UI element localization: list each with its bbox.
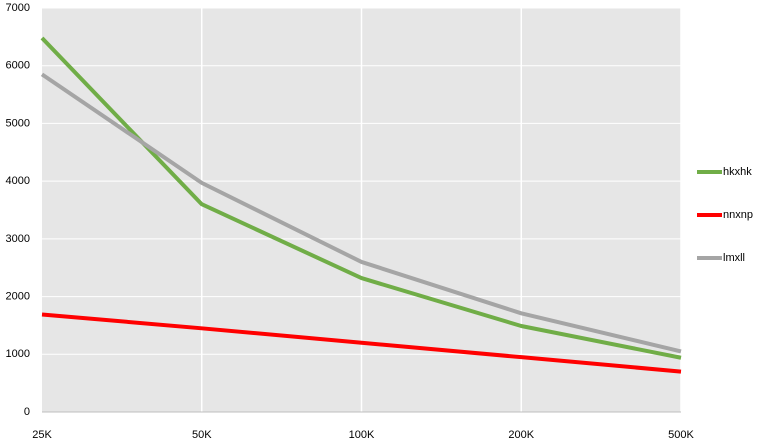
y-tick-label: 5000 (6, 117, 30, 129)
x-tick-label: 25K (32, 429, 52, 441)
series-line (41, 312, 682, 374)
y-tick-label: 7000 (6, 2, 30, 14)
x-tick-label: 100K (349, 429, 375, 441)
x-tick-label: 500K (668, 429, 694, 441)
x-tick-label: 50K (192, 429, 212, 441)
y-tick-label: 3000 (6, 233, 30, 245)
legend-label: lmxll (723, 252, 745, 264)
y-tick-label: 2000 (6, 290, 30, 302)
x-tick-label: 200K (508, 429, 534, 441)
y-tick-label: 1000 (6, 348, 30, 360)
legend-label: hkxhk (723, 166, 752, 178)
y-tick-label: 0 (24, 406, 30, 418)
legend-label: nnxnp (723, 209, 753, 221)
series-line (40, 72, 682, 354)
y-tick-label: 4000 (6, 175, 30, 187)
y-tick-label: 6000 (6, 60, 30, 72)
